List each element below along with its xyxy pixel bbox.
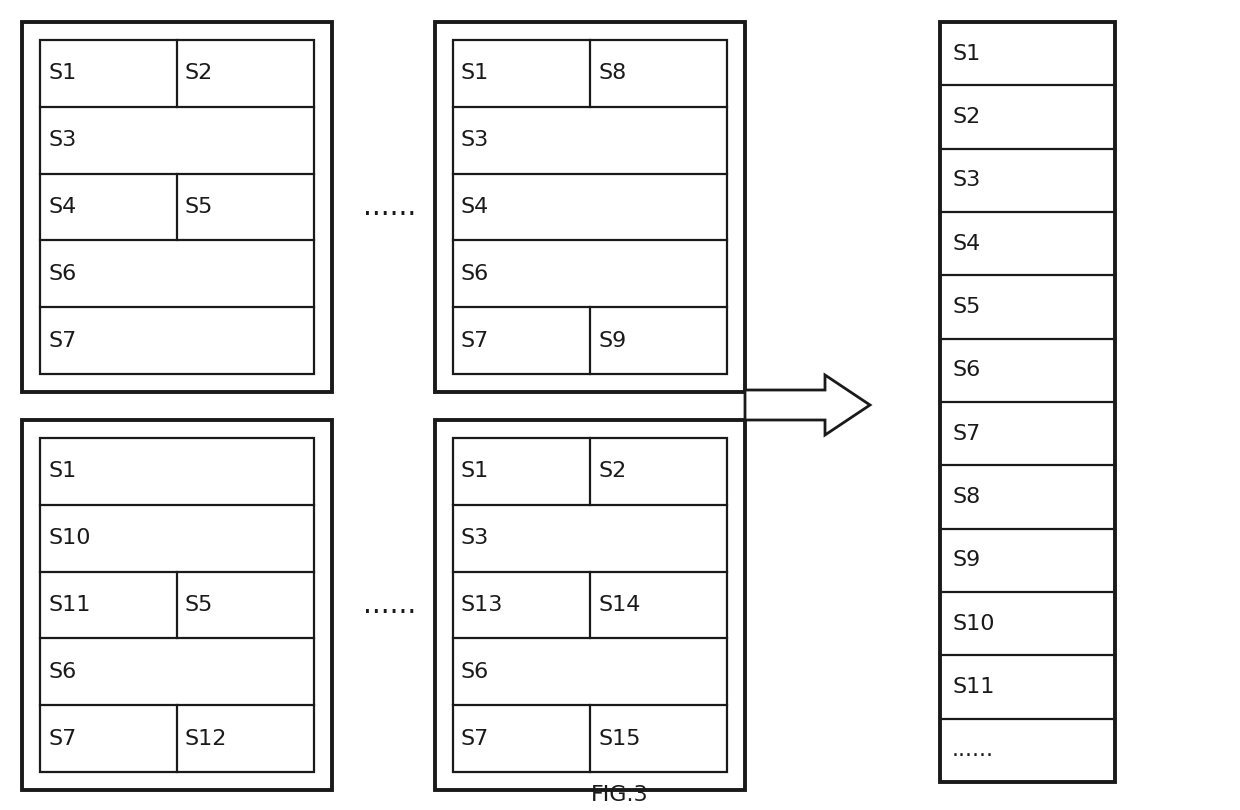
- Text: S7: S7: [461, 729, 490, 748]
- Text: S3: S3: [461, 528, 490, 548]
- Text: S9: S9: [598, 330, 626, 351]
- Bar: [22, 420, 332, 790]
- Bar: [940, 22, 1115, 782]
- Text: S6: S6: [48, 662, 76, 682]
- Bar: [453, 438, 727, 772]
- Text: S10: S10: [48, 528, 91, 548]
- Text: S10: S10: [952, 614, 994, 633]
- Bar: [435, 420, 745, 790]
- Text: ......: ......: [363, 193, 417, 221]
- Text: S11: S11: [48, 595, 91, 615]
- Text: S7: S7: [48, 330, 76, 351]
- Bar: [40, 438, 314, 772]
- Text: S1: S1: [461, 462, 490, 481]
- Text: S12: S12: [185, 729, 227, 748]
- Text: S13: S13: [461, 595, 503, 615]
- Text: S1: S1: [952, 44, 981, 64]
- Text: S8: S8: [952, 487, 981, 507]
- Text: S8: S8: [598, 63, 626, 83]
- Text: S2: S2: [952, 107, 981, 127]
- Text: S2: S2: [598, 462, 626, 481]
- Text: S4: S4: [952, 233, 981, 254]
- Text: S1: S1: [461, 63, 490, 83]
- Text: S7: S7: [952, 424, 981, 444]
- Text: S1: S1: [48, 462, 76, 481]
- Text: S6: S6: [48, 264, 76, 284]
- Bar: [22, 22, 332, 392]
- Text: S5: S5: [185, 595, 213, 615]
- Text: S11: S11: [952, 677, 994, 697]
- Polygon shape: [745, 375, 870, 435]
- Text: S9: S9: [952, 550, 981, 570]
- Text: S5: S5: [185, 197, 213, 217]
- Text: S3: S3: [952, 170, 981, 190]
- Text: S6: S6: [461, 662, 490, 682]
- Text: FIG.3: FIG.3: [591, 785, 649, 805]
- Text: S3: S3: [461, 130, 490, 150]
- Bar: [453, 40, 727, 374]
- Text: S15: S15: [598, 729, 641, 748]
- Text: S3: S3: [48, 130, 76, 150]
- Text: S6: S6: [952, 360, 981, 381]
- Bar: [40, 40, 314, 374]
- Text: S5: S5: [952, 297, 981, 317]
- Text: S2: S2: [185, 63, 213, 83]
- Text: S6: S6: [461, 264, 490, 284]
- Text: S1: S1: [48, 63, 76, 83]
- Text: S4: S4: [48, 197, 76, 217]
- Text: ......: ......: [363, 591, 417, 619]
- Text: S7: S7: [461, 330, 490, 351]
- Text: S7: S7: [48, 729, 76, 748]
- Text: S4: S4: [461, 197, 490, 217]
- Text: S14: S14: [598, 595, 640, 615]
- Text: ......: ......: [952, 740, 994, 761]
- Bar: [435, 22, 745, 392]
